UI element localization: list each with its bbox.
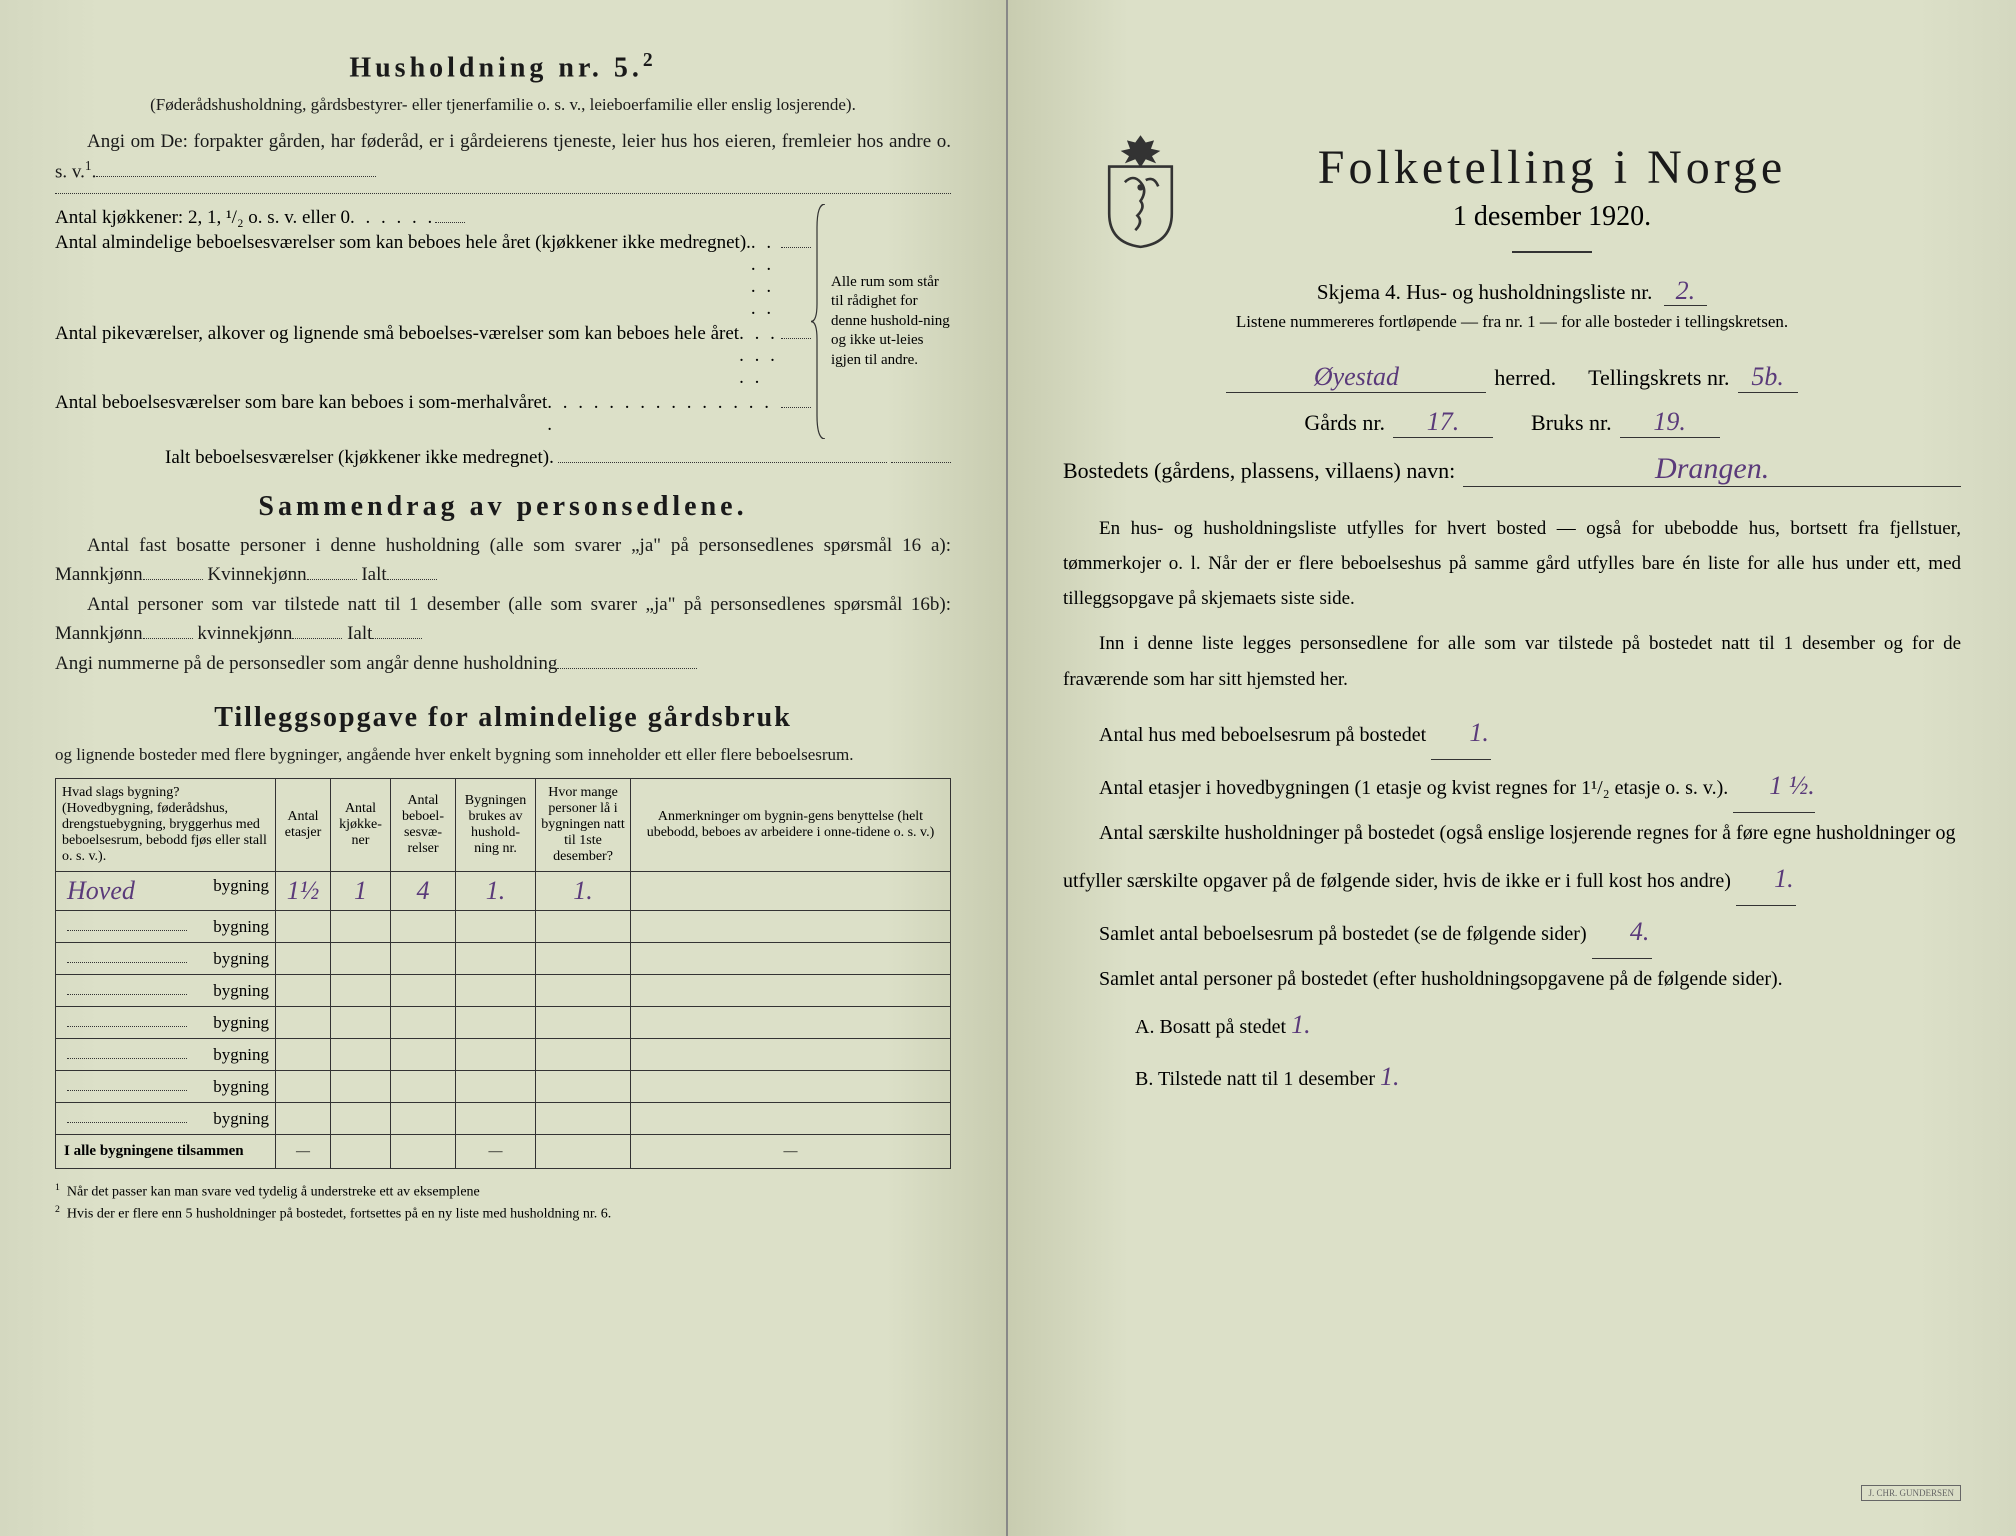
tillegg-sub: og lignende bosteder med flere bygninger… — [55, 742, 951, 768]
col-building: Hvad slags bygning? (Hovedbygning, føder… — [56, 779, 276, 872]
col-household: Bygningen brukes av hushold-ning nr. — [456, 779, 536, 872]
table-row: bygning — [56, 943, 951, 975]
summary-title: Sammendrag av personsedlene. — [55, 491, 951, 523]
printer-stamp: J. CHR. GUNDERSEN — [1861, 1485, 1961, 1501]
summary-line1: Antal fast bosatte personer i denne hush… — [55, 531, 951, 590]
household5-question: Angi om De: forpakter gården, har føderå… — [55, 127, 951, 187]
table-row: bygning — [56, 1039, 951, 1071]
kitchen-row: Antal kjøkkener: 2, 1, ¹/₂ o. s. v. elle… — [55, 207, 811, 229]
total-label: I alle bygningene tilsammen — [56, 1135, 276, 1169]
table-row: bygning — [56, 1007, 951, 1039]
herred-value: Øyestad — [1226, 362, 1486, 393]
stat5-row: Samlet antal personer på bostedet (efter… — [1063, 959, 1961, 999]
stat2-row: Antal etasjer i hovedbygningen (1 etasje… — [1063, 760, 1961, 813]
ialt-row: Ialt beboelsesværelser (kjøkkener ikke m… — [165, 447, 951, 469]
col-persons: Hvor mange personer lå i bygningen natt … — [536, 779, 631, 872]
table-row: bygning — [56, 975, 951, 1007]
form-nr-value: 2. — [1664, 276, 1708, 306]
para1: En hus- og husholdningsliste utfylles fo… — [1063, 511, 1961, 616]
bruks-value: 19. — [1620, 407, 1720, 438]
left-page: Husholdning nr. 5.2 (Føderådshusholdning… — [0, 0, 1008, 1536]
rooms2-row: Antal pikeværelser, alkover og lignende … — [55, 323, 811, 389]
stat1-value: 1. — [1431, 707, 1491, 760]
household5-title: Husholdning nr. 5.2 — [55, 50, 951, 84]
rooms1-row: Antal almindelige beboelsesværelser som … — [55, 232, 811, 320]
herred-row: Øyestad herred. Tellingskrets nr. 5b. — [1063, 362, 1961, 393]
rooms-brace-block: Antal kjøkkener: 2, 1, ¹/₂ o. s. v. elle… — [55, 204, 951, 439]
bosted-row: Bostedets (gårdens, plassens, villaens) … — [1063, 452, 1961, 487]
bosted-value: Drangen. — [1463, 452, 1961, 487]
gards-value: 17. — [1393, 407, 1493, 438]
table-header-row: Hvad slags bygning? (Hovedbygning, føder… — [56, 779, 951, 872]
krets-value: 5b. — [1738, 362, 1798, 393]
main-title: Folketelling i Norge — [1063, 140, 1961, 195]
form-number-line: Skjema 4. Hus- og husholdningsliste nr. … — [1063, 276, 1961, 306]
coat-of-arms-icon — [1093, 130, 1188, 250]
sub-title: 1 desember 1920. — [1063, 201, 1961, 233]
footnotes: 1 Når det passer kan man svare ved tydel… — [55, 1181, 951, 1224]
table-row: bygning — [56, 1103, 951, 1135]
statB-row: B. Tilstede natt til 1 desember 1. — [1063, 1051, 1961, 1103]
summary-line3: Angi nummerne på de personsedler som ang… — [55, 649, 951, 678]
brace-text: Alle rum som står til rådighet for denne… — [831, 273, 951, 371]
summary-line2: Antal personer som var tilstede natt til… — [55, 590, 951, 649]
statA-value: 1. — [1291, 1010, 1311, 1039]
numbering-note: Listene nummereres fortløpende — fra nr.… — [1063, 312, 1961, 332]
farm-table: Hvad slags bygning? (Hovedbygning, føder… — [55, 778, 951, 1169]
rooms3-row: Antal beboelsesværelser som bare kan beb… — [55, 392, 811, 436]
brace-icon — [811, 204, 829, 439]
statB-value: 1. — [1380, 1062, 1400, 1091]
col-kitchens: Antal kjøkke-ner — [331, 779, 391, 872]
document-spread: Husholdning nr. 5.2 (Føderådshusholdning… — [0, 0, 2016, 1536]
col-notes: Anmerkninger om bygnin-gens benyttelse (… — [631, 779, 951, 872]
stat4-value: 4. — [1592, 906, 1652, 959]
para2: Inn i denne liste legges personsedlene f… — [1063, 626, 1961, 696]
table-row: bygning — [56, 1071, 951, 1103]
stat1-row: Antal hus med beboelsesrum på bostedet 1… — [1063, 707, 1961, 760]
table-total-row: I alle bygningene tilsammen ——— — [56, 1135, 951, 1169]
gards-row: Gårds nr. 17. Bruks nr. 19. — [1063, 407, 1961, 438]
right-page: Folketelling i Norge 1 desember 1920. Sk… — [1008, 0, 2016, 1536]
statA-row: A. Bosatt på stedet 1. — [1063, 999, 1961, 1051]
stat3-row: Antal særskilte husholdninger på bostede… — [1063, 813, 1961, 906]
stat4-row: Samlet antal beboelsesrum på bostedet (s… — [1063, 906, 1961, 959]
tillegg-title: Tilleggsopgave for almindelige gårdsbruk — [55, 702, 951, 734]
stat2-value: 1 ½. — [1733, 760, 1815, 813]
household5-sub: (Føderådshusholdning, gårdsbestyrer- ell… — [55, 92, 951, 118]
stat3-value: 1. — [1736, 853, 1796, 906]
table-row: Hovedbygning1½141.1. — [56, 872, 951, 911]
col-floors: Antal etasjer — [276, 779, 331, 872]
col-rooms: Antal beboel-sesvæ-relser — [391, 779, 456, 872]
table-row: bygning — [56, 911, 951, 943]
